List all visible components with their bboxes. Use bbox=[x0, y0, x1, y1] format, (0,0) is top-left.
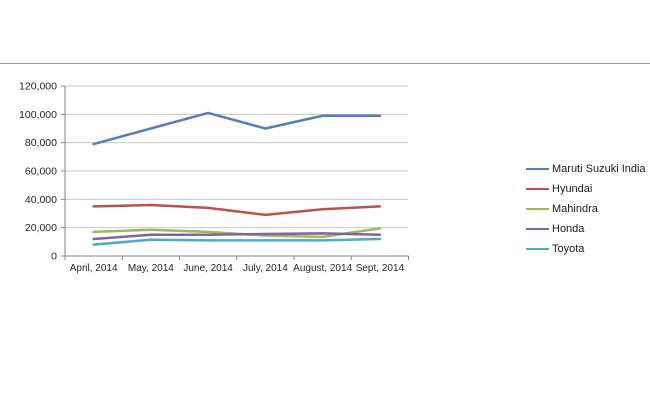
legend-item-hyundai: Hyundai bbox=[526, 179, 648, 199]
x-axis-label: Sept, 2014 bbox=[356, 263, 405, 274]
horizontal-divider bbox=[0, 63, 650, 64]
legend-label: Toyota bbox=[552, 243, 585, 255]
legend-item-maruti-suzuki-india: Maruti Suzuki India bbox=[526, 159, 648, 179]
legend-item-honda: Honda bbox=[526, 219, 648, 239]
legend-line-swatch bbox=[526, 227, 549, 231]
series-line-toyota bbox=[92, 237, 382, 246]
y-tick-label: 120,000 bbox=[19, 81, 57, 93]
y-tick-label: 20,000 bbox=[25, 222, 57, 234]
legend-label: Honda bbox=[552, 223, 585, 235]
x-axis-label: August, 2014 bbox=[293, 263, 352, 274]
y-tick-label: 60,000 bbox=[25, 166, 57, 178]
legend-line-swatch bbox=[526, 247, 549, 251]
legend-line-swatch bbox=[526, 187, 549, 191]
y-tick-label: 0 bbox=[51, 251, 57, 263]
legend-line-swatch bbox=[526, 207, 549, 211]
legend-label: Mahindra bbox=[552, 203, 598, 215]
chart-legend: Maruti Suzuki India Hyundai Mahindra Honda T… bbox=[526, 159, 648, 259]
legend-item-toyota: Toyota bbox=[526, 239, 648, 259]
legend-item-mahindra: Mahindra bbox=[526, 199, 648, 219]
legend-line-swatch bbox=[526, 167, 549, 171]
y-tick-label: 100,000 bbox=[19, 109, 57, 121]
legend-label: Maruti Suzuki India bbox=[552, 163, 646, 175]
legend-label: Hyundai bbox=[552, 183, 593, 195]
x-axis-label: June, 2014 bbox=[183, 263, 233, 274]
series-line-hyundai bbox=[92, 203, 382, 217]
x-axis-label: April, 2014 bbox=[70, 263, 118, 274]
x-axis-label: July, 2014 bbox=[243, 263, 288, 274]
series-line-maruti-suzuki-india bbox=[92, 111, 382, 146]
y-tick-label: 40,000 bbox=[25, 194, 57, 206]
series-line-honda bbox=[92, 232, 382, 241]
x-axis-label: May, 2014 bbox=[128, 263, 174, 274]
y-tick-label: 80,000 bbox=[25, 137, 57, 149]
